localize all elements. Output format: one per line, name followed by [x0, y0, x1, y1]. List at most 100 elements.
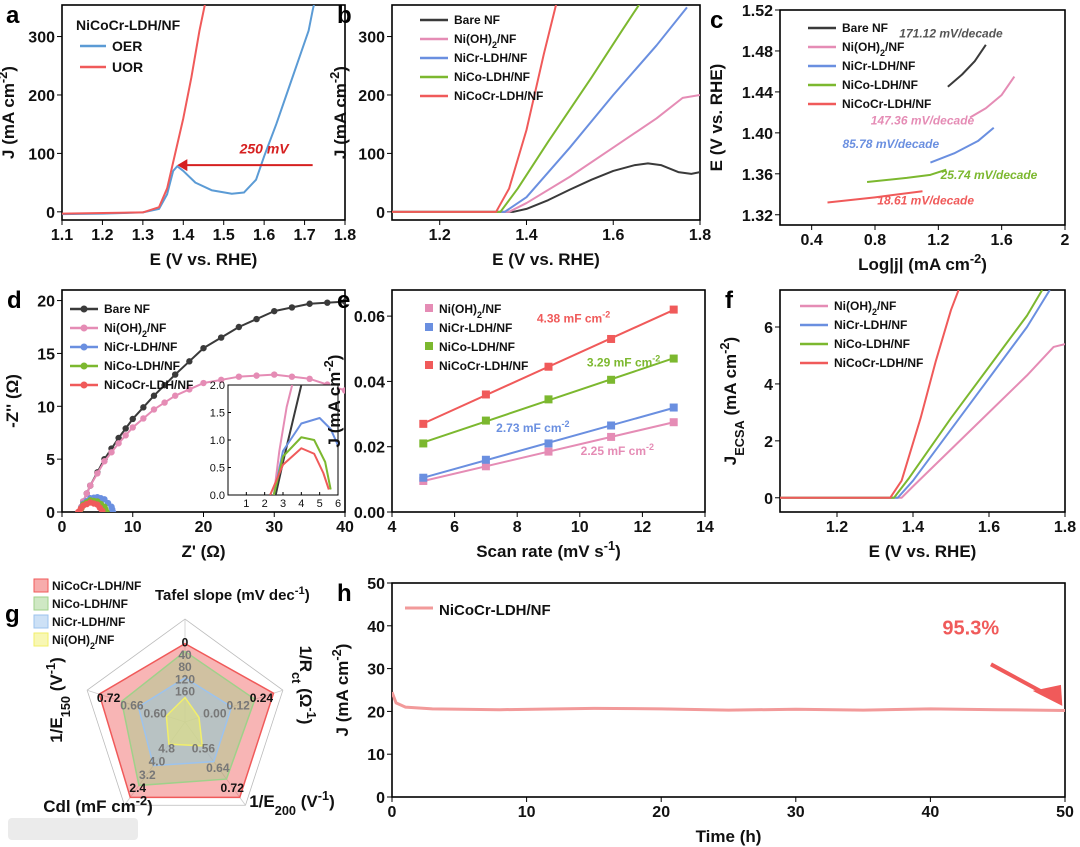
y-tick-label: 300: [358, 30, 385, 47]
panel-label: d: [7, 287, 22, 314]
legend-label: Bare NF: [104, 302, 150, 316]
radar-tick-label: 4.0: [149, 755, 166, 769]
y-tick-label: 200: [28, 88, 55, 105]
data-point: [122, 432, 129, 439]
y-tick-label: 1.5: [210, 408, 225, 420]
legend-marker: [80, 343, 88, 351]
plot-frame: [61, 4, 346, 221]
data-point: [324, 299, 331, 306]
annotation-label: 25.74 mV/decade: [940, 168, 1038, 182]
data-point: [253, 315, 260, 323]
series-group: [419, 305, 678, 485]
panel-f: 1.2 1.4 1.6 1.8 0 2 4 6 E (V vs. RHE) JECSA (mA c…: [717, 287, 1077, 561]
x-tick-label: 0.4: [801, 232, 823, 249]
grid-pentagon: [86, 618, 284, 806]
annotation-label: 85.78 mV/decade: [842, 137, 939, 151]
data-point: [607, 432, 616, 441]
radar-axis-title: 1/E200 (V-1): [249, 788, 335, 818]
y-tick-label: 50: [367, 576, 385, 593]
radar-tick-label: 80: [178, 660, 192, 674]
annotation-label: 250 mV: [239, 140, 291, 156]
radar-tick-label: 0.72: [221, 781, 245, 795]
radar-tick-label: 0.56: [192, 741, 216, 755]
panel-label: h: [337, 580, 352, 607]
panel-h: 0 10 20 30 40 50 0 10 20 30 40 50 Time (h) J (mA cm-2…: [329, 576, 1075, 846]
data-point: [217, 334, 225, 341]
x-tick-label: 20: [195, 519, 213, 536]
series-line: [272, 436, 332, 495]
x-tick-label: 1.8: [1054, 519, 1076, 536]
y-tick-label: 0.06: [354, 309, 385, 326]
y-tick-label: 0.0: [210, 490, 225, 502]
legend-swatch: [425, 342, 433, 350]
data-point: [288, 304, 296, 311]
y-tick-label: 4: [764, 377, 773, 394]
series-line: [392, 93, 700, 213]
panel-label: g: [5, 601, 20, 628]
legend-swatch: [33, 614, 49, 629]
y-tick-label: 40: [367, 619, 385, 636]
legend-label: NiCr-LDH/NF: [834, 318, 907, 332]
data-point: [481, 462, 490, 471]
data-point: [161, 399, 168, 406]
y-tick-label: 1.52: [742, 3, 773, 20]
data-point: [172, 392, 179, 399]
radar-axis-title: 1/Rct (Ω-1): [290, 646, 320, 725]
x-tick-label: 1.4: [172, 227, 194, 244]
legend-label: Ni(OH)2/NF: [454, 32, 516, 50]
data-point: [341, 387, 345, 394]
legend-label: Bare NF: [454, 13, 500, 27]
y-tick-label: 0.04: [354, 374, 385, 391]
x-tick-label: 12: [634, 519, 652, 536]
x-tick-label: 1.4: [515, 227, 537, 244]
data-point: [161, 381, 168, 389]
arrow-head-icon: [177, 159, 188, 172]
y-tick-label: 0.02: [354, 440, 385, 457]
panel-label: c: [710, 7, 723, 34]
series-line: [269, 447, 330, 495]
legend-label: NiCoCr-LDH/NF: [834, 356, 923, 370]
data-point: [544, 362, 553, 371]
panel-a: 1.1 1.2 1.3 1.4 1.5 1.6 1.7 1.8 0 100 200 300 E (V v…: [0, 2, 356, 269]
legend-label: NiCo-LDH/NF: [454, 70, 530, 84]
series-group: [75, 298, 345, 512]
legend-swatch: [33, 596, 49, 611]
series-group: [392, 691, 1065, 713]
series-group: [269, 385, 338, 495]
radar-polygon: [137, 677, 233, 767]
radar-tick-label: 4.8: [158, 741, 175, 755]
y-tick-label: 0: [764, 491, 773, 508]
radar-tick-label: 160: [175, 685, 195, 699]
x-tick-label: 4: [388, 519, 397, 536]
legend-marker: [80, 381, 88, 389]
data-point: [108, 449, 115, 456]
radar-polygon: [165, 696, 204, 747]
annotation-label: 171.12 mV/decade: [899, 27, 1003, 41]
y-tick-label: 1.44: [742, 85, 773, 102]
legend-label: Ni(OH)2/NF: [842, 40, 904, 58]
legend-swatch: [33, 632, 49, 647]
y-axis-title: J (mA cm-2): [327, 66, 351, 159]
legend-marker: [80, 324, 88, 332]
legend-label: NiCoCr-LDH/NF: [52, 579, 141, 593]
legend-label: NiCr-LDH/NF: [842, 59, 915, 73]
radar-polygon: [120, 650, 256, 787]
data-point: [419, 473, 428, 482]
x-tick-label: 1.6: [602, 227, 624, 244]
x-tick-label: 0: [58, 519, 67, 536]
data-point: [481, 455, 490, 464]
radar-tick-label: 120: [175, 672, 195, 686]
data-point: [271, 307, 278, 315]
data-point: [115, 434, 122, 442]
y-tick-label: 200: [358, 88, 385, 105]
series-group: [780, 290, 1065, 499]
data-point: [607, 375, 616, 384]
panel-label: a: [6, 2, 20, 29]
x-tick-label: 5: [317, 498, 323, 510]
radar-axis: [124, 721, 186, 806]
x-axis-title: E (V vs. RHE): [492, 250, 600, 269]
radar-tick-label: 0.64: [206, 761, 230, 775]
data-point: [341, 298, 345, 305]
series-line: [780, 290, 1044, 499]
